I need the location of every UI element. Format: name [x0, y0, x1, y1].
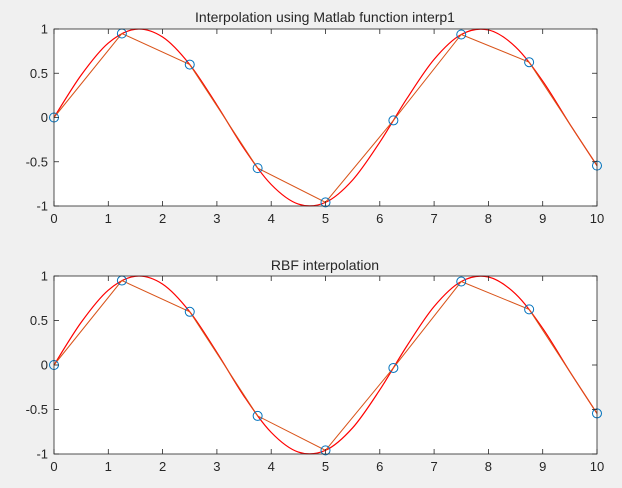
- y-tick-label: 1: [41, 269, 48, 284]
- x-tick-label: 5: [322, 211, 329, 226]
- x-tick-label: 7: [430, 459, 437, 474]
- x-tick-label: 7: [430, 211, 437, 226]
- y-tick-label: -0.5: [26, 154, 48, 169]
- x-tick-label: 0: [50, 211, 57, 226]
- axes-top: 0 1 2 3 4 5 6 7 8 9 10 -1 -0.5 0 0.5 1 Interpolation usi…: [26, 9, 605, 226]
- x-tick-label: 8: [485, 459, 492, 474]
- data-point-marker: [456, 29, 467, 40]
- data-point-marker: [252, 410, 263, 421]
- data-point-marker: [388, 362, 399, 373]
- data-point-marker: [524, 304, 535, 315]
- x-tick-label: 8: [485, 211, 492, 226]
- x-tick-label: 4: [268, 459, 275, 474]
- y-tick-label: -0.5: [26, 402, 48, 417]
- plot-area: [54, 276, 597, 454]
- x-tick-label: 0: [50, 459, 57, 474]
- x-tick-label: 9: [539, 459, 546, 474]
- x-tick-label: 3: [213, 459, 220, 474]
- x-tick-label: 1: [105, 459, 112, 474]
- x-tick-label: 4: [268, 211, 275, 226]
- x-tick-label: 6: [376, 211, 383, 226]
- x-tick-label: 2: [159, 459, 166, 474]
- y-tick-label: -1: [36, 199, 48, 214]
- y-tick-label: 1: [41, 22, 48, 37]
- x-tick-label: 3: [213, 211, 220, 226]
- data-point-marker: [388, 115, 399, 126]
- chart-title: RBF interpolation: [271, 257, 379, 273]
- data-point-marker: [252, 163, 263, 174]
- data-point-marker: [184, 59, 195, 70]
- data-point-marker: [320, 197, 331, 208]
- x-tick-label: 1: [105, 211, 112, 226]
- y-tick-label: 0: [41, 110, 48, 125]
- chart-title: Interpolation using Matlab function inte…: [195, 9, 455, 25]
- y-tick-label: 0.5: [30, 313, 48, 328]
- data-point-marker: [184, 306, 195, 317]
- x-tick-label: 9: [539, 211, 546, 226]
- y-tick-label: 0.5: [30, 66, 48, 81]
- x-tick-label: 2: [159, 211, 166, 226]
- x-tick-label: 10: [590, 459, 604, 474]
- plot-area: [54, 29, 597, 206]
- x-tick-label: 10: [590, 211, 604, 226]
- data-point-marker: [456, 276, 467, 287]
- data-point-marker: [320, 445, 331, 456]
- data-point-marker: [524, 57, 535, 68]
- x-tick-label: 5: [322, 459, 329, 474]
- y-tick-label: 0: [41, 358, 48, 373]
- y-tick-label: -1: [36, 447, 48, 462]
- axes-bottom: 0 1 2 3 4 5 6 7 8 9 10 -1 -0.5 0 0.5 1 RBF interpolation: [26, 257, 605, 474]
- x-tick-label: 6: [376, 459, 383, 474]
